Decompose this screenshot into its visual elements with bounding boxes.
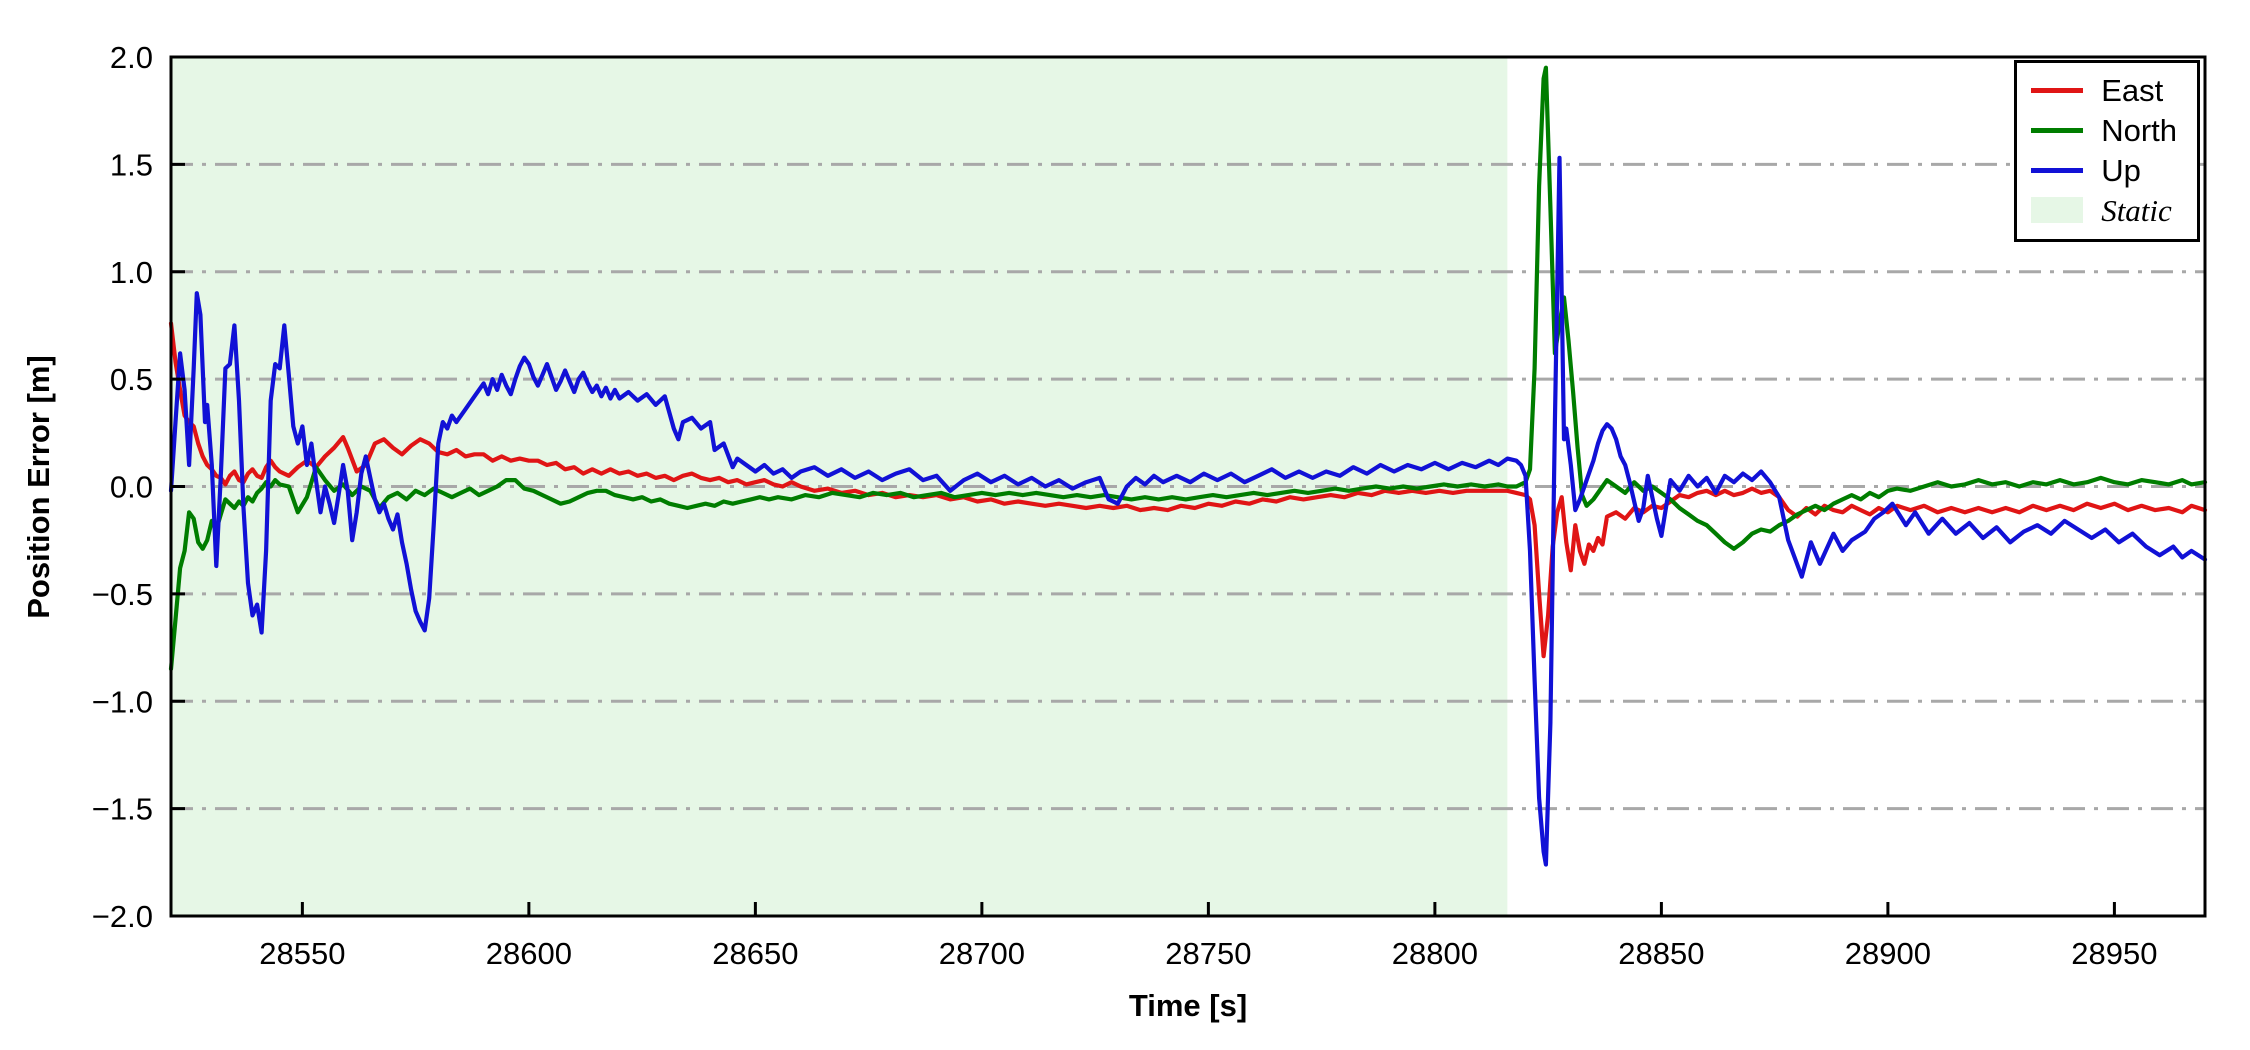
legend-item-east: East [2031, 71, 2177, 109]
y-tick-label: 1.5 [110, 147, 153, 182]
series-line-up [168, 155, 2208, 867]
legend-label: East [2101, 72, 2164, 108]
x-tick-label: 28850 [1618, 936, 1704, 971]
y-tick-label: −1.5 [92, 792, 153, 827]
series-line-east [168, 321, 2208, 659]
legend-item-static: Static [2031, 191, 2177, 229]
y-tick-label: −1.0 [92, 684, 153, 719]
x-tick-label: 28750 [1165, 936, 1251, 971]
legend-label: Up [2101, 152, 2141, 188]
x-tick-label: 28900 [1845, 936, 1931, 971]
legend-item-up: Up [2031, 151, 2177, 189]
legend-swatch-static [2031, 197, 2084, 223]
x-tick-label: 28600 [486, 936, 572, 971]
y-tick-label: −0.5 [92, 577, 153, 612]
legend: East North Up Static [2014, 60, 2200, 242]
x-tick-label: 28550 [259, 936, 345, 971]
legend-item-north: North [2031, 111, 2177, 149]
y-tick-label: 0.0 [110, 470, 153, 505]
x-tick-label: 28700 [939, 936, 1025, 971]
legend-swatch-north [2031, 127, 2084, 133]
y-tick-label: −2.0 [92, 899, 153, 934]
y-tick-label: 1.0 [110, 255, 153, 290]
legend-swatch-east [2031, 87, 2084, 93]
legend-swatch-up [2031, 167, 2084, 173]
y-tick-label: 0.5 [110, 362, 153, 397]
y-axis-label: Position Error [m] [21, 355, 56, 619]
x-tick-label: 28650 [712, 936, 798, 971]
legend-label: North [2101, 112, 2177, 148]
x-tick-label: 28800 [1392, 936, 1478, 971]
x-axis-label: Time [s] [1128, 988, 1248, 1023]
y-tick-label: 2.0 [110, 40, 153, 75]
x-tick-label: 28950 [2071, 936, 2157, 971]
legend-label: Static [2101, 192, 2172, 228]
